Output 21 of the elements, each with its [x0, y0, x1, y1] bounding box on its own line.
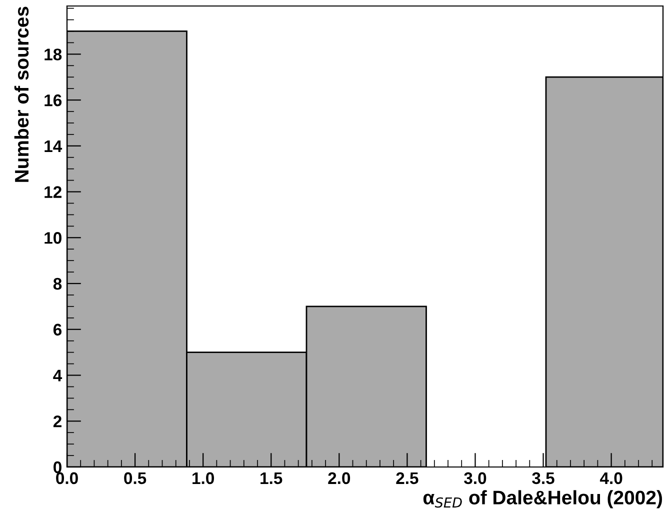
x-tick-label: 2.0: [328, 472, 350, 484]
y-tick-label: 14: [44, 140, 62, 152]
y-tick-label: 8: [53, 278, 62, 290]
y-tick-label: 6: [53, 324, 62, 336]
y-tick-label: 10: [44, 232, 62, 244]
x-tick-label: 3.0: [464, 472, 486, 484]
x-tick-label: 0.5: [124, 472, 146, 484]
x-tick-label: 1.0: [192, 472, 214, 484]
x-tick-label: 1.5: [260, 472, 282, 484]
x-tick-label: 4.0: [600, 472, 622, 484]
y-tick-label: 18: [44, 48, 62, 60]
x-tick-label: 2.5: [396, 472, 418, 484]
x-tick-label: 0.0: [56, 472, 78, 484]
y-tick-label: 2: [53, 416, 62, 428]
x-axis-title: α$_{SED}$ of Dale&Helou (2002): [423, 490, 662, 508]
y-tick-label: 0: [54, 461, 62, 474]
y-tick-label: 4: [53, 370, 62, 382]
y-tick-label: 16: [44, 94, 62, 106]
y-tick-label: 12: [44, 186, 62, 198]
y-axis-title: Number of sources: [14, 6, 29, 182]
x-tick-label: 3.5: [532, 472, 554, 484]
